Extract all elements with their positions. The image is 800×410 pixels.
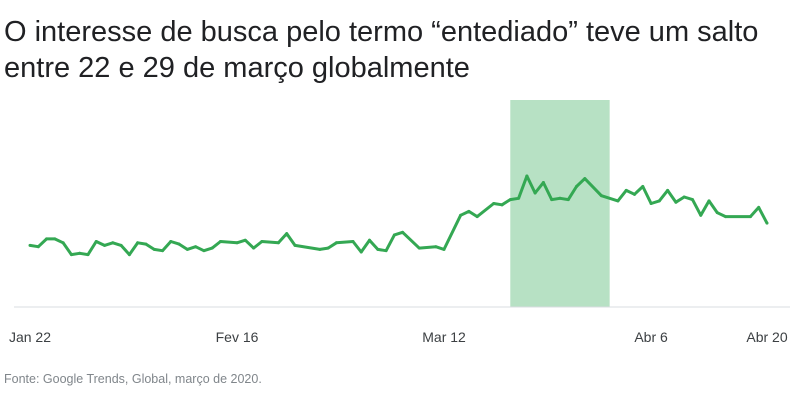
data-point xyxy=(351,240,355,243)
data-point xyxy=(699,213,703,217)
data-point xyxy=(185,247,189,251)
data-point xyxy=(235,241,239,245)
data-point xyxy=(36,245,40,249)
data-point xyxy=(45,237,49,241)
x-tick-label: Abr 20 xyxy=(746,329,787,345)
data-point xyxy=(508,198,512,202)
data-point xyxy=(575,184,579,188)
data-point xyxy=(111,241,115,245)
data-point xyxy=(748,215,752,219)
data-point xyxy=(368,238,372,242)
x-tick-label: Jan 22 xyxy=(9,329,51,345)
x-tick-label: Abr 6 xyxy=(634,329,668,345)
data-point xyxy=(169,240,173,243)
data-point xyxy=(218,240,222,243)
data-point xyxy=(61,241,65,245)
data-point xyxy=(475,215,479,219)
data-point xyxy=(334,241,338,245)
source-note: Fonte: Google Trends, Global, março de 2… xyxy=(4,372,262,386)
data-point xyxy=(517,196,521,200)
data-point xyxy=(359,250,363,254)
data-point xyxy=(707,199,711,203)
data-point xyxy=(78,251,82,255)
data-point xyxy=(243,238,247,242)
data-point xyxy=(293,243,297,247)
data-point xyxy=(724,215,728,219)
data-point xyxy=(202,249,206,253)
data-point xyxy=(136,241,140,245)
data-point xyxy=(583,177,587,181)
data-point xyxy=(119,243,123,247)
data-point xyxy=(566,198,570,202)
x-tick-label: Mar 12 xyxy=(422,329,466,345)
data-point xyxy=(757,205,761,209)
data-point xyxy=(434,245,438,249)
highlight-band xyxy=(510,100,610,307)
data-point xyxy=(616,199,620,203)
data-point xyxy=(459,213,463,217)
data-point xyxy=(401,230,405,234)
data-point xyxy=(285,232,289,236)
data-point xyxy=(682,195,686,199)
data-point xyxy=(525,174,529,178)
data-point xyxy=(666,188,670,192)
data-point xyxy=(94,240,98,243)
data-point xyxy=(69,253,73,257)
data-point xyxy=(417,246,421,250)
data-point xyxy=(541,181,545,185)
data-point xyxy=(715,211,719,215)
data-point xyxy=(177,242,181,246)
data-point xyxy=(392,233,396,237)
data-point xyxy=(276,241,280,245)
series-line xyxy=(29,174,769,257)
data-point xyxy=(103,243,107,247)
data-point xyxy=(624,188,628,192)
data-point xyxy=(252,246,256,250)
data-point xyxy=(633,192,637,196)
data-point xyxy=(442,247,446,251)
data-point xyxy=(690,198,694,202)
data-point xyxy=(599,194,603,198)
data-point xyxy=(641,184,645,188)
data-point xyxy=(160,249,164,253)
data-point xyxy=(318,247,322,251)
data-point xyxy=(152,247,156,251)
data-point xyxy=(649,202,653,206)
data-point xyxy=(765,221,769,225)
data-point xyxy=(260,240,264,243)
data-point xyxy=(86,253,90,257)
data-point xyxy=(533,191,537,195)
data-point xyxy=(500,203,504,207)
data-point xyxy=(194,245,198,249)
data-point xyxy=(144,242,148,246)
data-point xyxy=(674,200,678,204)
data-point xyxy=(53,237,57,241)
data-point xyxy=(558,196,562,200)
data-point xyxy=(550,198,554,202)
data-point xyxy=(657,199,661,203)
data-point xyxy=(28,243,32,247)
data-point xyxy=(127,253,131,257)
data-point xyxy=(210,246,214,250)
chart-title: O interesse de busca pelo termo “entedia… xyxy=(4,16,759,84)
x-tick-label: Fev 16 xyxy=(216,329,259,345)
data-point xyxy=(492,202,496,206)
data-point xyxy=(326,246,330,250)
data-point xyxy=(467,209,471,213)
data-point xyxy=(384,249,388,253)
data-point xyxy=(376,247,380,251)
